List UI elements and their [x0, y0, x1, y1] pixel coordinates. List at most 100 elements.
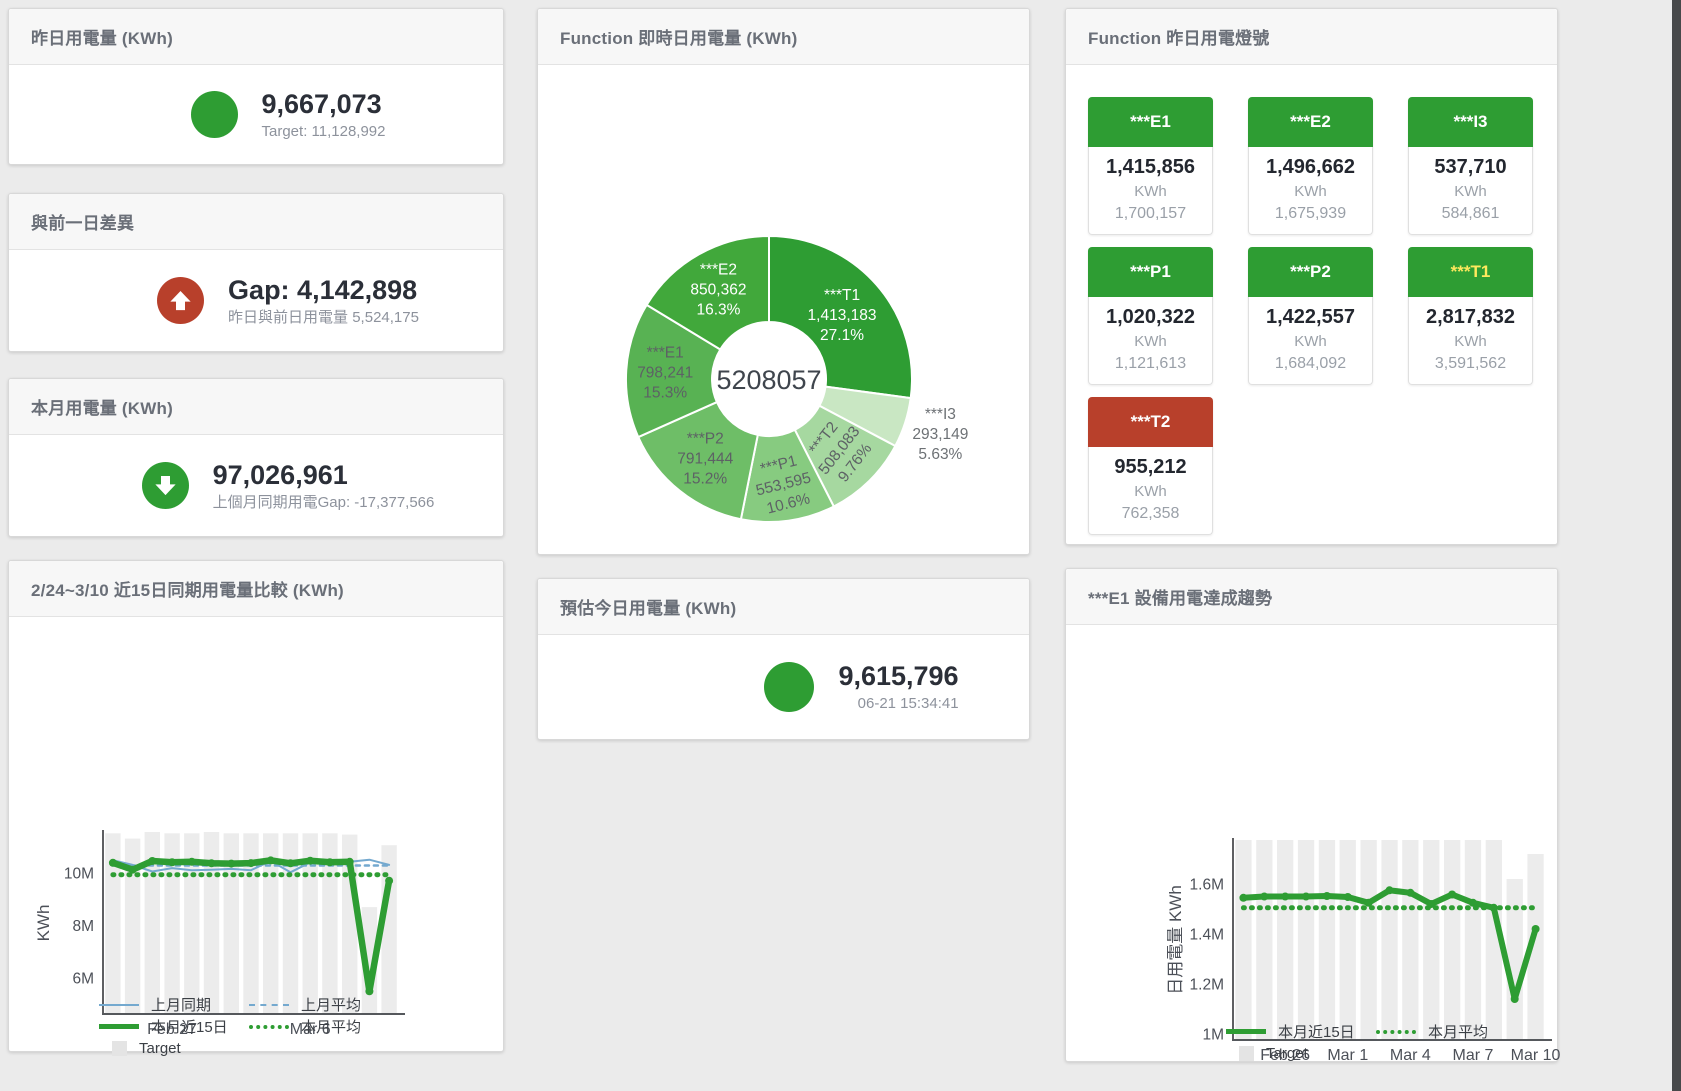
tile-value: 1,415,856	[1106, 156, 1195, 178]
legend-item[interactable]: 本月近15日	[1226, 1021, 1376, 1042]
y-tick-label: 6M	[72, 971, 94, 988]
panel-compare-15d: 2/24~3/10 近15日同期用電量比較 (KWh) 6M 8M 10M Feb 2…	[8, 560, 504, 1057]
legend-item[interactable]: Target	[1226, 1045, 1376, 1062]
panel-header: 2/24~3/10 近15日同期用電量比較 (KWh)	[9, 561, 503, 617]
panel-title[interactable]: 本月用電量 (KWh)	[31, 399, 173, 418]
x-tick-label: Mar 10	[1511, 1047, 1561, 1064]
legend-line-swatch	[249, 1003, 289, 1006]
tile-label: ***P1	[1130, 262, 1171, 281]
tile-unit: KWh	[1134, 333, 1167, 350]
stat-value: Gap: 4,142,898	[228, 274, 418, 305]
series-point	[247, 859, 255, 868]
realtime-donut-chart[interactable]: ***T1 1,413,183 27.1%***I3 293,149 5.63%***T…	[538, 121, 1029, 605]
panel-month-usage: 本月用電量 (KWh) 97,026,961 上個月同期用電Gap: -17,3…	[8, 378, 504, 537]
arrow-down-icon	[154, 475, 176, 496]
panel-header: ***E1 設備用電達成趨勢	[1066, 569, 1557, 625]
target-bar	[263, 833, 279, 1014]
panel-title[interactable]: 與前一日差異	[31, 214, 135, 233]
series-point	[1322, 892, 1331, 900]
panel-body: 1M 1.2M 1.4M 1.6M Feb 26 Mar 1 Mar 4 Mar 7 Mar 1…	[1066, 625, 1561, 1064]
legend-label: 上月同期	[151, 997, 212, 1014]
legend-item[interactable]: 上月同期	[99, 994, 249, 1015]
target-bar	[184, 833, 200, 1014]
panel-title[interactable]: 昨日用電量 (KWh)	[31, 29, 173, 48]
legend-item[interactable]: 本月平均	[249, 1016, 399, 1037]
x-tick-label: Mar 7	[1453, 1047, 1494, 1064]
panel-body: ***E1 1,415,856 KWh 1,700,157 ***E2 1,49…	[1066, 65, 1557, 544]
legend-item[interactable]: 本月平均	[1376, 1021, 1526, 1042]
panel-body: ***T1 1,413,183 27.1% ***I3 293,149 5.63% ***T…	[538, 65, 1029, 554]
chart-legend: 本月近15日 本月平均 Target	[1226, 1021, 1526, 1065]
series-point	[1385, 886, 1394, 895]
panel-title[interactable]: Function 即時日用電量 (KWh)	[560, 29, 798, 48]
series-point	[325, 858, 334, 867]
compare-15d-chart[interactable]: 6M 8M 10M Feb 27 Mar 6 KWh	[9, 673, 503, 1091]
panel-estimate-today: 預估今日用電量 (KWh) 9,615,796 06-21 15:34:41	[537, 578, 1030, 740]
series-point	[1510, 995, 1519, 1003]
legend-label: 本月平均	[301, 1019, 362, 1036]
series-point	[266, 856, 275, 865]
legend-item[interactable]: Target	[99, 1040, 249, 1057]
scrollbar[interactable]	[1672, 0, 1681, 1091]
target-bar	[1423, 840, 1440, 1040]
target-bar	[1464, 840, 1482, 1040]
series-point	[1448, 890, 1457, 899]
legend-label: 本月平均	[1428, 1024, 1489, 1041]
panel-title[interactable]: 預估今日用電量 (KWh)	[560, 599, 737, 618]
tile-e1: ***E1 1,415,856 KWh 1,700,157	[1088, 97, 1213, 235]
target-bar	[1506, 879, 1523, 1040]
tile-target: 1,675,939	[1274, 205, 1347, 222]
y-tick-label: 10M	[64, 865, 94, 882]
series-point	[1260, 892, 1269, 901]
legend-line-swatch	[99, 1003, 139, 1006]
x-tick-label: Mar 6	[290, 1021, 331, 1038]
stat-value: 9,667,073	[261, 88, 382, 119]
target-bar	[1444, 840, 1461, 1040]
tile-p1: ***P1 1,020,322 KWh 1,121,613	[1088, 247, 1213, 385]
tile-value: 1,422,557	[1266, 306, 1355, 328]
target-bar	[1235, 840, 1252, 1040]
status-circle-icon	[190, 91, 238, 138]
series-point	[365, 987, 374, 996]
panel-title[interactable]: 2/24~3/10 近15日同期用電量比較 (KWh)	[31, 581, 344, 600]
series-point	[1281, 892, 1290, 901]
target-bar	[302, 833, 318, 1014]
panel-title[interactable]: Function 昨日用電燈號	[1088, 29, 1270, 48]
tile-body: 955,212 KWh 762,358	[1088, 447, 1213, 535]
legend-label: 上月平均	[301, 997, 362, 1014]
tile-unit: KWh	[1294, 183, 1327, 200]
y-axis-label: 日用電量 KWh	[1166, 885, 1185, 995]
pie-label: ***P2 791,444 15.2%	[677, 431, 733, 488]
tile-label: ***E2	[1290, 112, 1331, 131]
legend-item[interactable]: 上月平均	[249, 994, 399, 1015]
stat-subtitle: 上個月同期用電Gap: -17,377,566	[212, 493, 435, 511]
panel-realtime-usage: Function 即時日用電量 (KWh) ***T1 1,413,183 27.1…	[537, 8, 1030, 555]
tile-unit: KWh	[1134, 483, 1167, 500]
target-bar	[203, 832, 220, 1014]
pie-label: ***I3 293,149 5.63%	[912, 406, 968, 463]
tile-unit: KWh	[1294, 333, 1327, 350]
target-bar	[322, 833, 338, 1014]
tile-header: ***E1	[1088, 97, 1213, 147]
panel-body: 9,667,073 Target: 11,128,992	[9, 65, 503, 164]
legend-item[interactable]: 本月近15日	[99, 1016, 249, 1037]
y-tick-label: 1M	[1202, 1027, 1224, 1044]
arrow-down-circle-icon	[141, 462, 189, 509]
status-circle-icon	[764, 662, 815, 712]
chart-legend: 上月同期 上月平均本月近15日 本月平均 Target	[99, 994, 399, 1060]
legend-box-swatch	[1239, 1046, 1254, 1061]
series-point	[286, 859, 295, 868]
tile-unit: KWh	[1454, 333, 1487, 350]
tile-t2: ***T2 955,212 KWh 762,358	[1088, 397, 1213, 535]
tile-value: 537,710	[1434, 156, 1507, 178]
e1-trend-chart[interactable]: 1M 1.2M 1.4M 1.6M Feb 26 Mar 1 Mar 4 Mar 7 Mar 1…	[1066, 681, 1561, 1091]
legend-box-swatch	[112, 1041, 127, 1056]
tile-e2: ***E2 1,496,662 KWh 1,675,939	[1248, 97, 1373, 235]
tile-target: 1,121,613	[1114, 355, 1187, 372]
series-point	[1343, 893, 1352, 901]
donut-hole	[712, 322, 826, 436]
stat-value: 97,026,961	[212, 459, 348, 490]
stat-value: 9,615,796	[838, 661, 959, 691]
panel-title[interactable]: ***E1 設備用電達成趨勢	[1088, 589, 1273, 608]
target-bar	[105, 833, 121, 1014]
